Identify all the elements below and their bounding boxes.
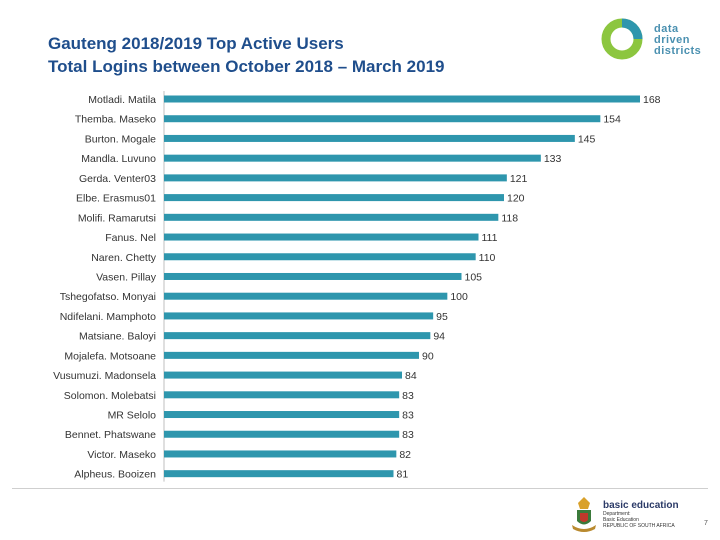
category-label: Solomon. Molebatsi [64,390,156,402]
page-number: 7 [704,520,708,527]
data-label: 105 [465,271,483,283]
ring-logo-icon [601,18,643,60]
category-label: Elbe. Erasmus01 [76,193,156,205]
data-label: 82 [399,449,411,461]
data-label: 83 [402,390,414,402]
category-label: Bennet. Phatswane [65,429,156,441]
bar [164,351,419,359]
bar [164,411,400,419]
coat-of-arms-icon [572,497,596,532]
category-label: Fanus. Nel [105,232,156,244]
logo-text: data driven districts [654,23,702,57]
bar [164,233,479,241]
data-label: 83 [402,429,414,441]
category-label: Alpheus. Booizen [74,469,156,481]
bar [164,174,507,182]
bar [164,371,402,379]
department-sub-2: Basic Education [603,517,639,523]
bar [164,134,575,142]
bar [164,194,504,202]
category-label: Mandla. Luvuno [81,153,156,165]
category-label: MR Selolo [108,410,157,422]
data-label: 100 [450,291,468,303]
bottom-divider [12,488,708,489]
data-label: 90 [422,350,434,362]
data-label: 111 [482,232,498,244]
category-label: Naren. Chetty [91,252,157,264]
category-label: Burton. Mogale [85,133,156,145]
data-label: 94 [433,331,445,343]
category-label: Victor. Maseko [87,449,156,461]
title-line-1: Gauteng 2018/2019 Top Active Users [48,34,344,53]
data-label: 121 [510,173,528,185]
bar [164,115,601,123]
bar [164,450,397,458]
category-label: Tshegofatso. Monyai [60,291,156,303]
title-line-2: Total Logins between October 2018 – Marc… [48,57,445,76]
category-label: Motladi. Matila [88,94,156,106]
bar [164,253,476,261]
data-label: 120 [507,193,525,205]
data-label: 84 [405,370,417,382]
department-name: basic education [603,500,679,511]
category-label: Vusumuzi. Madonsela [53,370,156,382]
department-sub-1: Department: [603,511,631,517]
department-sub-3: REPUBLIC OF SOUTH AFRICA [603,523,675,529]
data-label: 95 [436,311,448,323]
category-label: Mojalefa. Motsoane [64,350,156,362]
data-label: 110 [479,252,496,264]
bar [164,391,400,399]
bar [164,332,431,340]
data-label: 118 [501,212,518,224]
data-label: 168 [643,94,661,106]
bar [164,292,448,300]
category-label: Themba. Maseko [75,114,156,126]
data-label: 154 [603,114,621,126]
data-label: 133 [544,153,562,165]
bar [164,312,434,320]
bar [164,272,462,280]
data-driven-districts-logo: data driven districts [598,15,708,63]
bar [164,213,499,221]
bar [164,430,400,438]
data-label: 145 [578,133,596,145]
category-label: Molifi. Ramarutsi [78,212,156,224]
bar [164,154,541,162]
chart-title: Gauteng 2018/2019 Top Active Users Total… [48,32,444,78]
data-label: 83 [402,410,414,422]
category-label: Matsiane. Baloyi [79,331,156,343]
department-logo: basic education Department: Basic Educat… [603,500,679,529]
category-label: Gerda. Venter03 [79,173,156,185]
category-label: Ndifelani. Mamphoto [60,311,156,323]
data-label: 81 [397,469,409,481]
category-label: Vasen. Pillay [96,271,157,283]
bar [164,470,394,478]
bar [164,95,640,103]
